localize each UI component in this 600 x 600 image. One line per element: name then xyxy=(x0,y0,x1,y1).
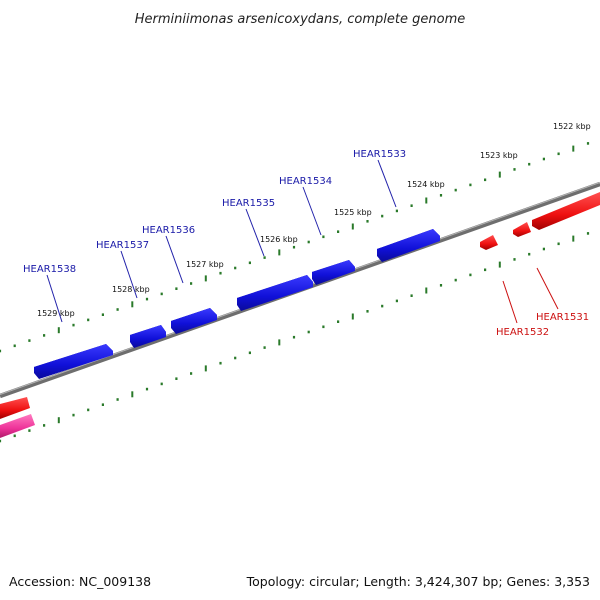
tick-label: 1523 kbp xyxy=(480,151,518,160)
gene-arrow-reverse[interactable] xyxy=(0,397,30,419)
gene-label[interactable]: HEAR1533 xyxy=(353,149,406,160)
gene-arrow-reverse[interactable] xyxy=(532,192,600,230)
tick-track-lower xyxy=(0,232,590,443)
gene-label[interactable]: HEAR1536 xyxy=(142,225,195,236)
accession-text: Accession: NC_009138 xyxy=(9,574,151,589)
gene-labels: HEAR1533 HEAR1534 HEAR1535 HEAR1536 HEAR… xyxy=(23,149,589,338)
map-title: Herminiimonas arsenicoxydans, complete g… xyxy=(135,12,465,27)
tick-label: 1526 kbp xyxy=(260,235,298,244)
gene-label[interactable]: HEAR1531 xyxy=(536,312,589,323)
gene-label[interactable]: HEAR1535 xyxy=(222,198,275,209)
gene-label[interactable]: HEAR1538 xyxy=(23,264,76,275)
gene-arrow-forward[interactable] xyxy=(377,229,440,262)
gene-arrow-forward[interactable] xyxy=(312,260,355,285)
gene-label[interactable]: HEAR1532 xyxy=(496,327,549,338)
reverse-strand-genes xyxy=(0,192,600,438)
gene-arrow-forward[interactable] xyxy=(237,275,313,311)
gene-label[interactable]: HEAR1537 xyxy=(96,240,149,251)
gene-arrow-reverse[interactable] xyxy=(480,235,498,250)
gene-arrow-reverse[interactable] xyxy=(513,222,531,237)
gene-label[interactable]: HEAR1534 xyxy=(279,176,332,187)
gene-arrow-forward[interactable] xyxy=(171,308,217,334)
tick-label: 1525 kbp xyxy=(334,208,372,217)
tick-track-upper xyxy=(0,142,590,353)
tick-label: 1527 kbp xyxy=(186,260,224,269)
gene-callouts xyxy=(46,159,559,324)
tick-label: 1524 kbp xyxy=(407,180,445,189)
gene-arrow-forward[interactable] xyxy=(34,344,113,379)
tick-label: 1522 kbp xyxy=(553,122,591,131)
tick-label: 1528 kbp xyxy=(112,285,150,294)
gene-arrow-forward[interactable] xyxy=(130,325,166,348)
forward-strand-genes xyxy=(34,229,440,379)
genome-summary-text: Topology: circular; Length: 3,424,307 bp… xyxy=(246,574,590,589)
gene-arrow-rna[interactable] xyxy=(0,414,35,438)
tick-label: 1529 kbp xyxy=(37,309,75,318)
tick-labels: 1522 kbp 1523 kbp 1524 kbp 1525 kbp 1526… xyxy=(37,122,591,318)
